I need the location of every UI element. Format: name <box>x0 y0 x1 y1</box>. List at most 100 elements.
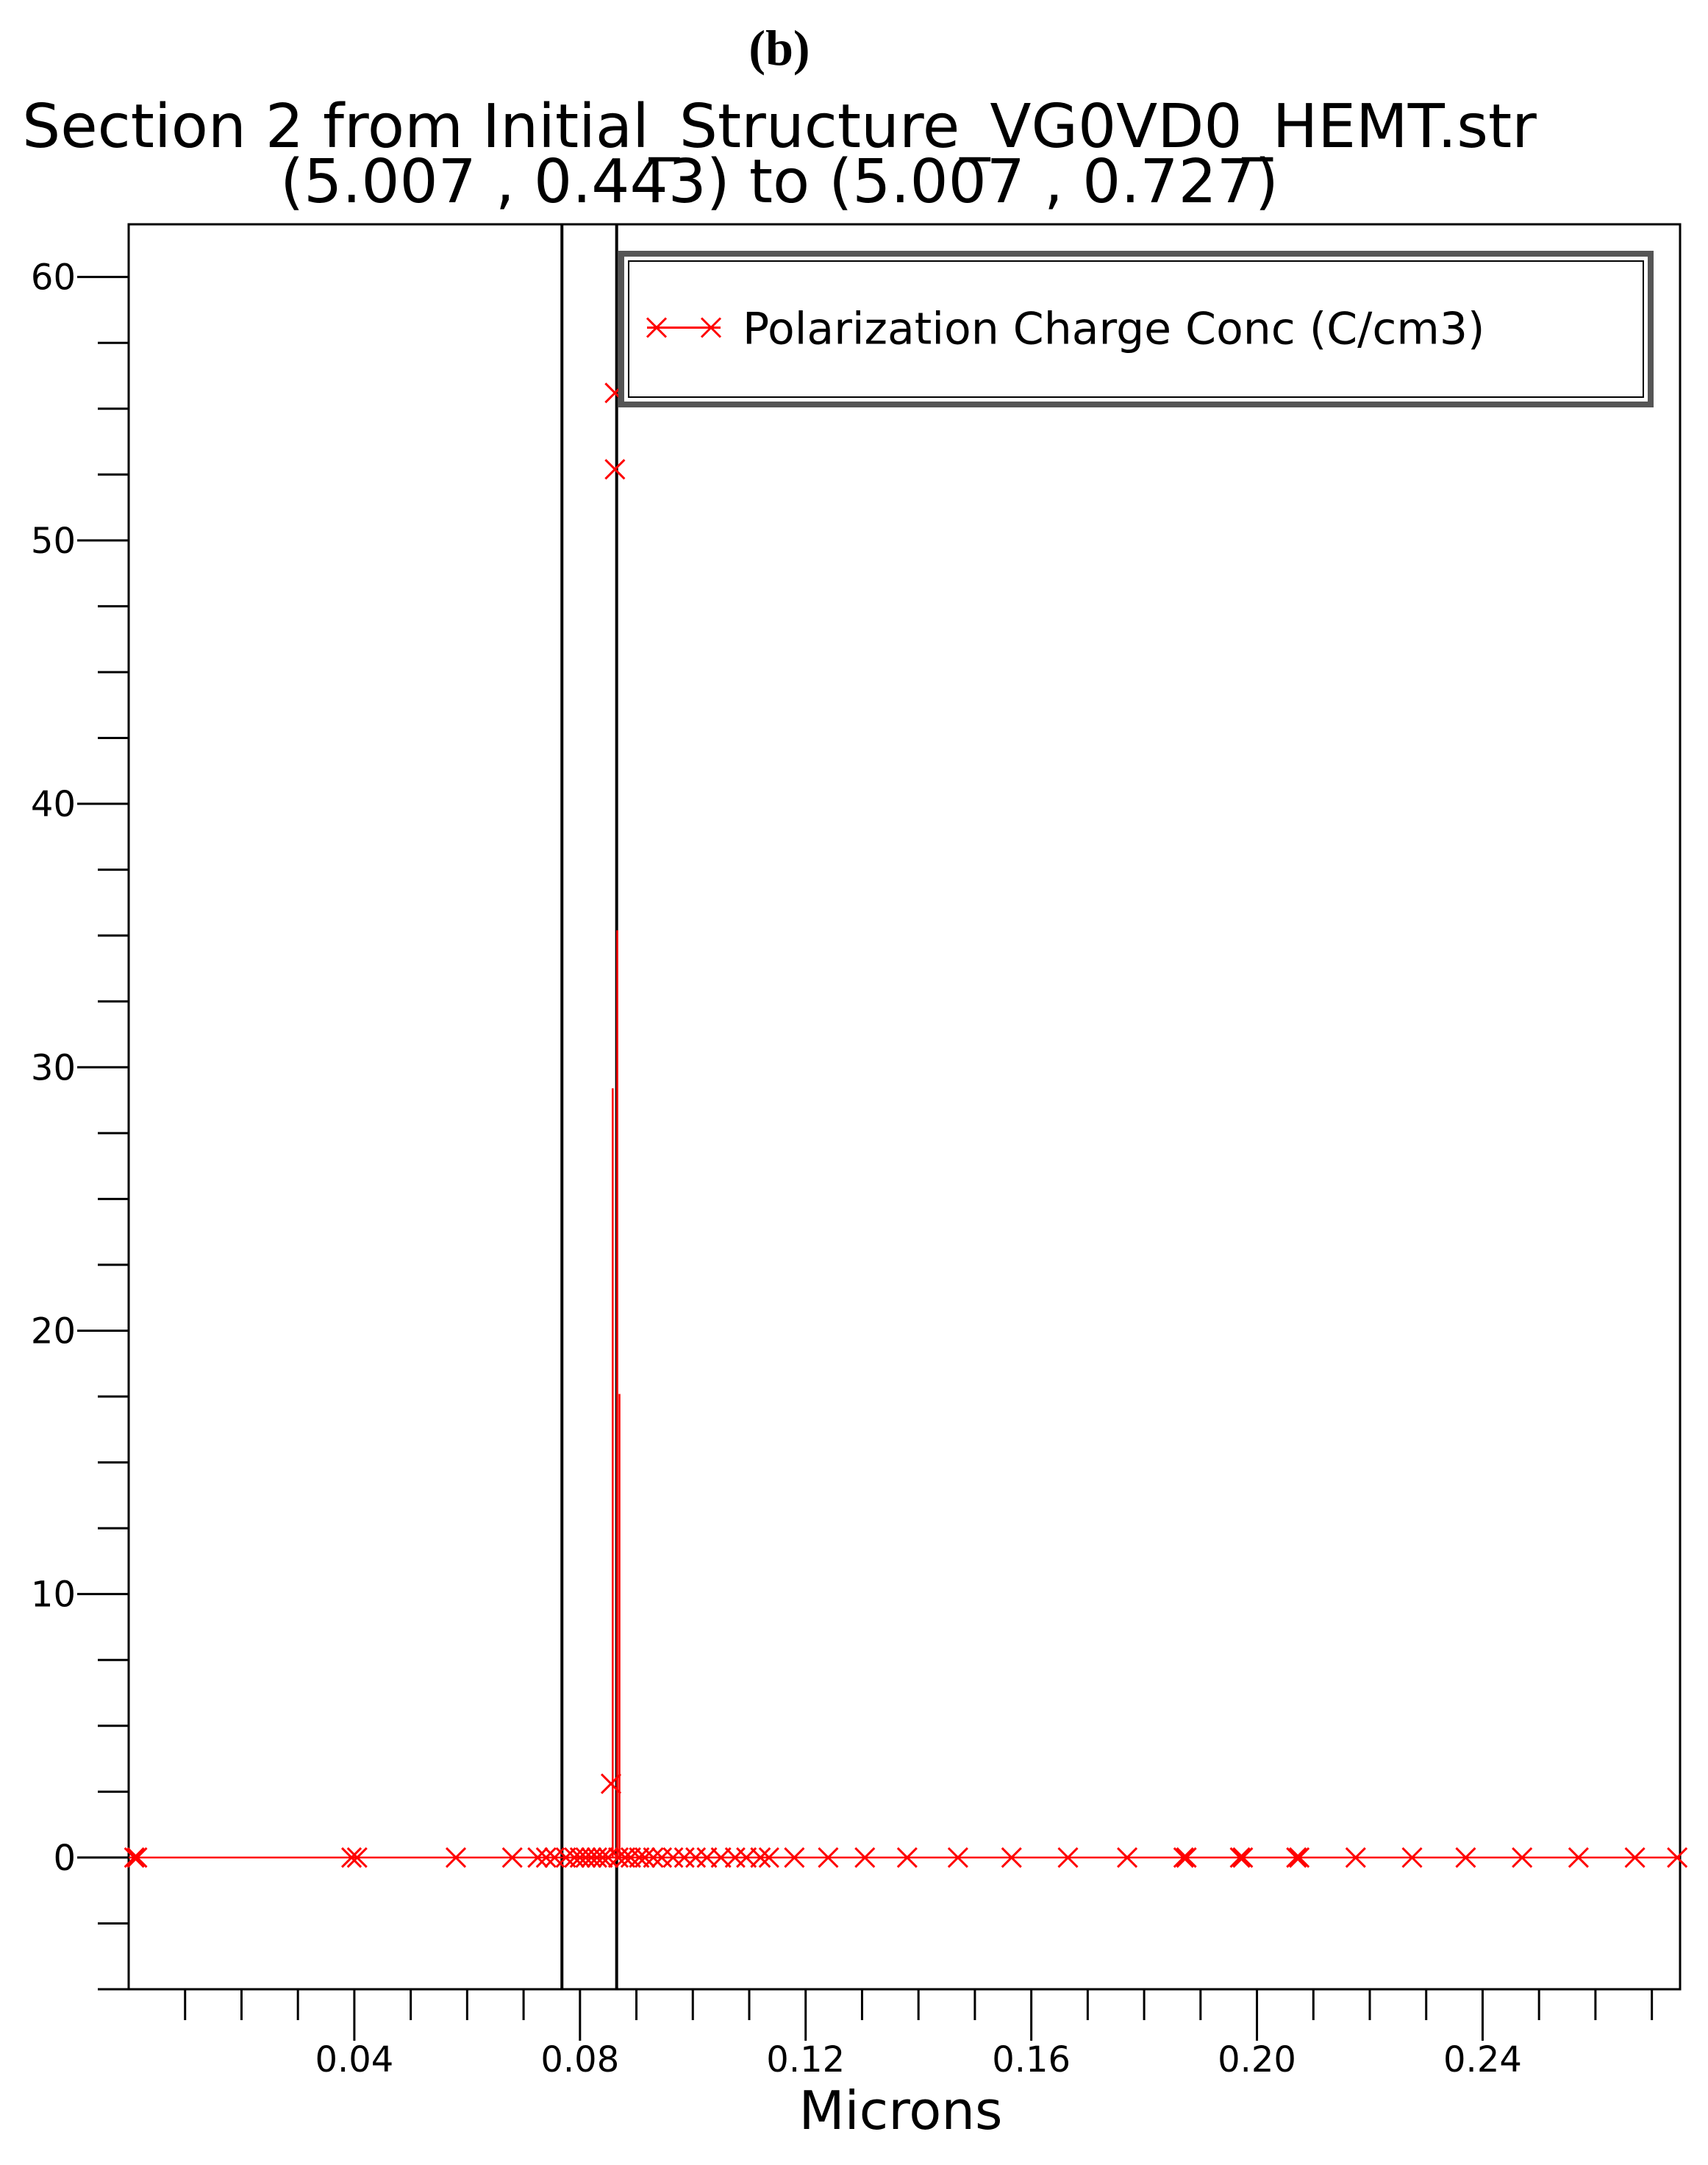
marker-stroke <box>341 1847 362 1868</box>
data-point-marker <box>1001 1847 1022 1868</box>
x-tick-label: 0.24 <box>1443 2039 1522 2080</box>
marker-stroke <box>1232 1847 1254 1868</box>
marker-stroke <box>1512 1847 1533 1868</box>
marker-stroke <box>535 1847 557 1868</box>
marker-stroke <box>598 1847 619 1868</box>
marker-stroke <box>592 1847 613 1868</box>
marker-stroke <box>1568 1847 1589 1868</box>
marker-stroke <box>1289 1847 1310 1868</box>
data-point-marker <box>1401 1847 1423 1868</box>
marker-stroke <box>124 1847 145 1868</box>
marker-stroke <box>1345 1847 1366 1868</box>
marker-stroke <box>1455 1847 1476 1868</box>
data-point-marker <box>750 1847 771 1868</box>
x-axis-label: Microns <box>799 2080 1003 2141</box>
marker-stroke <box>818 1847 839 1868</box>
marker-stroke <box>784 1847 805 1868</box>
marker-stroke <box>501 1847 523 1868</box>
data-point-marker <box>784 1847 805 1868</box>
legend: Polarization Charge Conc (C/cm3) <box>618 251 1654 407</box>
marker-stroke <box>1229 1847 1251 1868</box>
marker-stroke <box>1286 1847 1307 1868</box>
data-point-marker <box>758 1847 779 1868</box>
legend-entry-label: Polarization Charge Conc (C/cm3) <box>743 304 1484 355</box>
marker-stroke <box>527 1847 549 1868</box>
y-tick-label: 0 <box>53 1838 76 1879</box>
legend-inner-border <box>628 260 1644 398</box>
panel-label: (b) <box>748 20 810 76</box>
data-point-marker <box>1286 1847 1307 1868</box>
data-point-marker <box>535 1847 557 1868</box>
chart-subtitle: (5.007 , 0.443) to (5.007 , 0.727) <box>280 147 1279 217</box>
data-point-marker <box>818 1847 839 1868</box>
data-point-marker <box>1057 1847 1079 1868</box>
marker-stroke <box>896 1847 918 1868</box>
x-tick-label: 0.16 <box>992 2039 1071 2080</box>
marker-stroke <box>947 1847 968 1868</box>
x-tick-label: 0.20 <box>1218 2039 1296 2080</box>
y-tick-label: 30 <box>31 1047 76 1088</box>
data-point-marker <box>896 1847 918 1868</box>
data-point-marker <box>604 459 626 480</box>
data-point-marker <box>643 1847 664 1868</box>
legend-swatch-marker <box>646 317 668 338</box>
marker-stroke <box>643 1847 664 1868</box>
data-point-marker <box>1232 1847 1254 1868</box>
y-tick-label: 60 <box>31 257 76 299</box>
y-tick-label: 50 <box>31 521 76 562</box>
y-tick-label: 40 <box>31 784 76 825</box>
plot-area: 0 10 20 30 40 50 60 0.04 0.08 0.12 0.16 0.20 0.24 <box>31 223 1688 2080</box>
marker-stroke <box>1401 1847 1423 1868</box>
data-point-marker <box>600 1773 622 1794</box>
marker-stroke <box>1667 1847 1688 1868</box>
data-point-marker <box>1512 1847 1533 1868</box>
data-point-marker <box>1455 1847 1476 1868</box>
data-point-marker <box>124 1847 145 1868</box>
plot-frame <box>127 223 1682 1991</box>
marker-stroke <box>750 1847 771 1868</box>
data-point-marker <box>1667 1847 1688 1868</box>
marker-stroke <box>1117 1847 1138 1868</box>
data-point-marker <box>1624 1847 1646 1868</box>
data-point-marker <box>634 1847 656 1868</box>
data-point-marker <box>445 1847 467 1868</box>
data-point-marker <box>1345 1847 1366 1868</box>
data-point-marker <box>598 1847 619 1868</box>
marker-stroke <box>1176 1847 1197 1868</box>
data-point-marker <box>947 1847 968 1868</box>
legend-box <box>618 251 1654 407</box>
data-point-marker <box>346 1847 368 1868</box>
data-point-marker <box>501 1847 523 1868</box>
data-point-marker <box>527 1847 549 1868</box>
data-point-marker <box>1173 1847 1194 1868</box>
x-tick-label: 0.08 <box>540 2039 619 2080</box>
marker-stroke <box>445 1847 467 1868</box>
marker-stroke <box>700 317 722 338</box>
data-point-marker <box>854 1847 876 1868</box>
data-point-marker <box>592 1847 613 1868</box>
y-tick-label: 10 <box>31 1574 76 1616</box>
data-point-marker <box>1229 1847 1251 1868</box>
marker-stroke <box>346 1847 368 1868</box>
marker-stroke <box>1624 1847 1646 1868</box>
legend-swatch-marker <box>700 317 722 338</box>
marker-stroke <box>646 317 668 338</box>
data-point-marker <box>1568 1847 1589 1868</box>
marker-stroke <box>1001 1847 1022 1868</box>
marker-stroke <box>1057 1847 1079 1868</box>
marker-stroke <box>126 1847 148 1868</box>
y-tick-label: 20 <box>31 1310 76 1352</box>
data-point-marker <box>1176 1847 1197 1868</box>
data-point-marker <box>1117 1847 1138 1868</box>
marker-stroke <box>600 1773 622 1794</box>
data-point-marker <box>341 1847 362 1868</box>
x-tick-label: 0.12 <box>766 2039 845 2080</box>
chart-title: Section 2 from Initial_Structure_VG0VD0_… <box>22 92 1537 162</box>
marker-stroke <box>634 1847 656 1868</box>
data-point-marker <box>1289 1847 1310 1868</box>
marker-stroke <box>758 1847 779 1868</box>
marker-stroke <box>1173 1847 1194 1868</box>
marker-stroke <box>604 459 626 480</box>
